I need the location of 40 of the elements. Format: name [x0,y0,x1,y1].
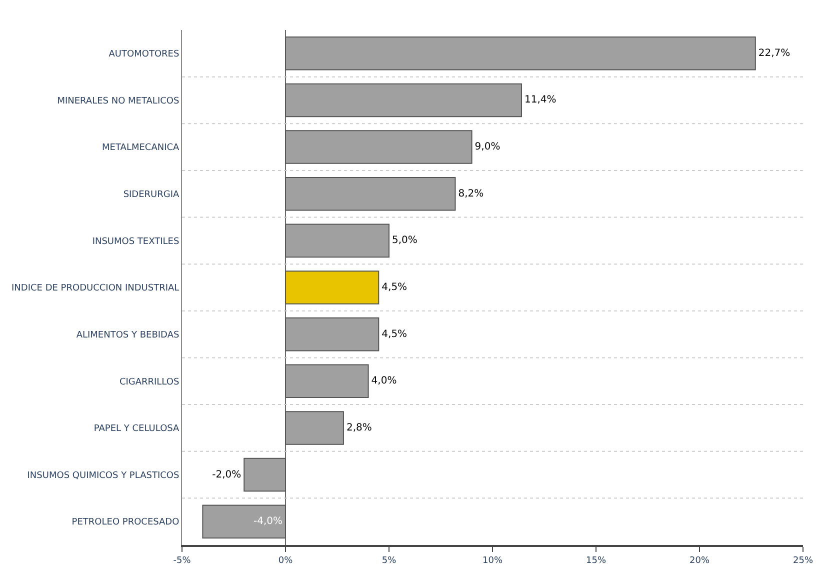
y-tick-label: METALMECANICA [102,143,180,154]
data-label: -4,0% [253,516,282,528]
y-tick-label: INDICE DE PRODUCCION INDUSTRIAL [12,284,180,294]
y-tick-label: AUTOMOTORES [108,50,180,60]
bar [202,504,286,538]
data-label: 8,2% [458,188,484,200]
bar [285,83,522,118]
bar [285,411,344,445]
bar [285,130,472,164]
y-tick-label: CIGARRILLOS [119,377,180,388]
bar [285,364,369,398]
y-tick-label: INSUMOS QUIMICOS Y PLASTICOS [27,470,180,481]
x-tick-label: 25% [792,556,814,566]
y-tick-label: PAPEL Y CELULOSA [94,424,180,434]
bar [285,317,380,352]
data-label: 11,4% [524,94,556,106]
bar [285,176,456,211]
x-tick-label: 0% [278,556,294,566]
data-label: 4,0% [371,376,397,387]
x-tick-label: 20% [689,556,710,566]
data-label: -2,0% [212,469,242,480]
bar [285,270,380,304]
data-label: 4,5% [382,282,408,293]
x-tick-label: -5% [173,556,192,566]
bar [285,36,756,70]
y-tick-label: SIDERURGIA [123,190,180,200]
data-label: 22,7% [758,48,790,59]
bar [285,224,390,258]
x-tick-label: 5% [382,556,397,566]
bar [244,458,286,492]
y-tick-label: INSUMOS TEXTILES [92,236,180,247]
data-label: 5,0% [392,235,418,246]
x-tick-label: 15% [586,556,606,566]
y-tick-label: PETROLEO PROCESADO [72,518,180,528]
data-label: 2,8% [346,422,372,434]
data-label: 9,0% [474,142,500,153]
x-tick-label: 10% [482,556,503,566]
y-tick-label: MINERALES NO METALICOS [57,96,180,106]
data-label: 4,5% [382,328,408,340]
y-tick-label: ALIMENTOS Y BEBIDAS [76,330,180,340]
